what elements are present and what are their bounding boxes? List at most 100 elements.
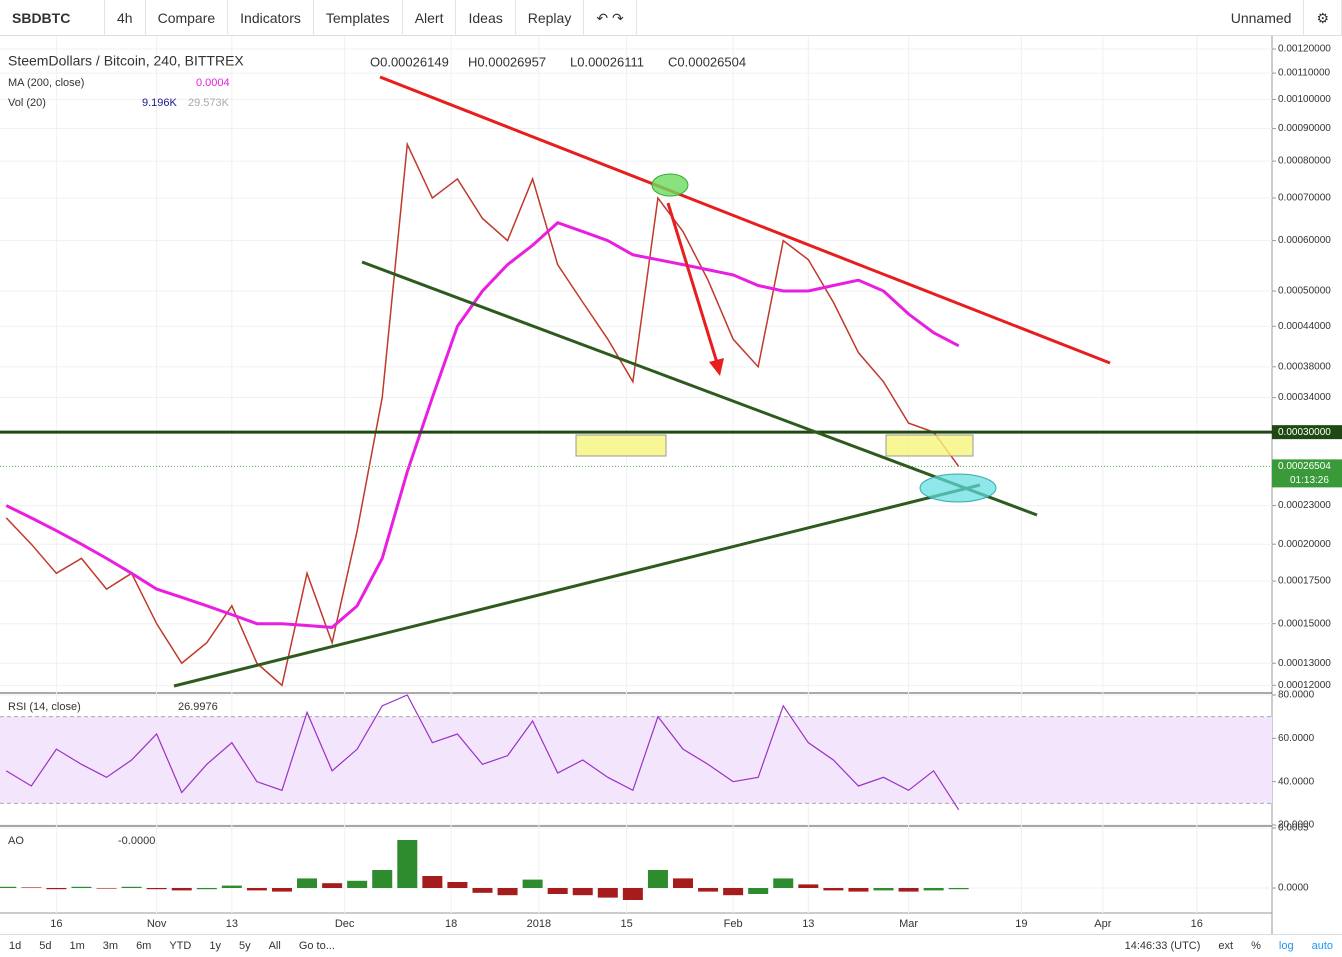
legend: SteemDollars / Bitcoin, 240, BITTREX O0.… — [8, 53, 746, 847]
ao-bar — [397, 840, 418, 888]
ohlc: L0.00026111 — [570, 54, 644, 69]
toolbar: SBDBTC 4h Compare Indicators Templates A… — [0, 0, 1342, 36]
goto[interactable]: Go to... — [298, 940, 335, 952]
ao-bar — [873, 888, 894, 891]
trend-line[interactable] — [361, 260, 1038, 517]
symbol[interactable]: SBDBTC — [0, 0, 105, 36]
legend-value: 26.9976 — [178, 701, 218, 713]
y-tick-label: 0.00110000 — [1278, 68, 1331, 79]
y-tick-label: 40.0000 — [1278, 776, 1315, 787]
x-tick-label: 13 — [226, 918, 238, 930]
x-tick-label: Dec — [335, 918, 355, 930]
option[interactable]: auto — [1311, 940, 1333, 952]
ao-bar — [522, 879, 543, 888]
rectangle[interactable] — [575, 434, 667, 457]
arrow[interactable] — [666, 202, 720, 367]
chart: 16 Nov 13 Dec 18 2018 15 Feb 13 Mar 19 Apr 16 0.00120… — [0, 36, 1342, 934]
x-tick-label: Feb — [724, 918, 743, 930]
y-tick-label: 80.0000 — [1278, 690, 1315, 701]
ohlc: C0.00026504 — [668, 54, 746, 69]
legend-value: 0.0004 — [196, 77, 230, 89]
ma-line — [5, 221, 960, 629]
legend-entry: RSI (14, close) — [8, 701, 81, 713]
toolbar-button[interactable]: Alert — [403, 0, 457, 36]
range[interactable]: 6m — [136, 940, 152, 952]
interval[interactable]: 4h — [105, 0, 146, 36]
x-tick-label: 18 — [445, 918, 457, 930]
ohlc: H0.00026957 — [468, 54, 546, 69]
y-tick-label: 0.0005 — [1278, 823, 1309, 834]
ao-bar — [372, 870, 393, 888]
countdown: 01:13:26 — [1290, 475, 1329, 486]
settings[interactable]: ⚙ — [1304, 0, 1342, 36]
toolbar-button[interactable]: Indicators — [228, 0, 314, 36]
option[interactable]: ext — [1218, 940, 1234, 952]
x-tick-label: Nov — [147, 918, 167, 930]
ao-bar — [798, 884, 819, 888]
range[interactable]: 1m — [69, 940, 85, 952]
x-tick-label: 16 — [50, 918, 62, 930]
ao-bar — [246, 888, 267, 891]
range[interactable]: All — [268, 940, 281, 952]
ao-bar — [447, 882, 468, 888]
ao-bar — [923, 888, 944, 891]
ao-bar — [647, 870, 668, 888]
option[interactable]: log — [1278, 940, 1294, 952]
ao-bar — [948, 888, 969, 890]
y-tick-label: 0.0000 — [1278, 883, 1309, 894]
rsi-band — [0, 716, 1272, 804]
option[interactable]: % — [1251, 940, 1261, 952]
ao-bar — [497, 888, 518, 896]
ao-bar — [171, 888, 192, 891]
legend-value: 9.196K — [142, 97, 178, 109]
legend-value: -0.0000 — [118, 835, 155, 847]
toolbar-button[interactable]: Compare — [146, 0, 229, 36]
ao-bar — [848, 888, 869, 892]
range[interactable]: 3m — [102, 940, 119, 952]
bottom-bar: 1d 5d 1m 3m 6m YTD 1y 5y All Go to... 14… — [0, 934, 1342, 957]
y-tick-label: 0.00020000 — [1278, 539, 1331, 550]
ao-bar — [748, 888, 769, 894]
x-tick-label: 15 — [620, 918, 632, 930]
ellipse[interactable] — [651, 173, 689, 197]
legend-entry: AO — [8, 835, 24, 847]
legend-value: 29.573K — [188, 97, 230, 109]
x-tick-label: 19 — [1015, 918, 1027, 930]
ao-bar — [723, 888, 744, 896]
ao-bar — [46, 888, 67, 890]
range[interactable]: 1y — [209, 940, 221, 952]
x-tick-label: Mar — [899, 918, 918, 930]
ao-bar — [672, 878, 693, 888]
price-label-bg — [1272, 425, 1342, 440]
toolbar-button[interactable]: Templates — [314, 0, 403, 36]
range[interactable]: YTD — [169, 940, 192, 952]
layout-name[interactable]: Unnamed — [1219, 0, 1305, 36]
ao-bar — [622, 888, 643, 900]
toolbar-button[interactable]: Replay — [516, 0, 585, 36]
range[interactable]: 5d — [39, 940, 52, 952]
y-tick-label: 0.00100000 — [1278, 94, 1331, 105]
drawings — [173, 75, 1111, 688]
x-tick-label: 16 — [1191, 918, 1203, 930]
last-price-label: 0.00026504 — [1278, 461, 1331, 472]
ao-bar — [221, 885, 242, 888]
ellipse[interactable] — [919, 473, 997, 503]
y-tick-label: 20.0000 — [1278, 820, 1315, 831]
ao-bar — [698, 888, 719, 892]
range[interactable]: 5y — [238, 940, 251, 952]
y-tick-label: 0.00050000 — [1278, 286, 1331, 297]
toolbar-button[interactable]: Ideas — [456, 0, 516, 36]
trend-line[interactable] — [173, 483, 981, 688]
arrow-head — [709, 358, 724, 376]
ao-bar — [773, 878, 794, 888]
ao-bar — [21, 887, 42, 888]
y-tick-label: 0.00038000 — [1278, 361, 1331, 372]
rectangle[interactable] — [885, 434, 974, 457]
undo[interactable]: ↶ ↷ — [584, 0, 637, 36]
ao-bar — [71, 886, 92, 888]
trend-line[interactable] — [379, 75, 1111, 365]
y-tick-label: 0.00017500 — [1278, 576, 1331, 587]
y-tick-label: 0.00090000 — [1278, 123, 1331, 134]
ao-bar — [0, 886, 17, 888]
range[interactable]: 1d — [9, 940, 22, 952]
